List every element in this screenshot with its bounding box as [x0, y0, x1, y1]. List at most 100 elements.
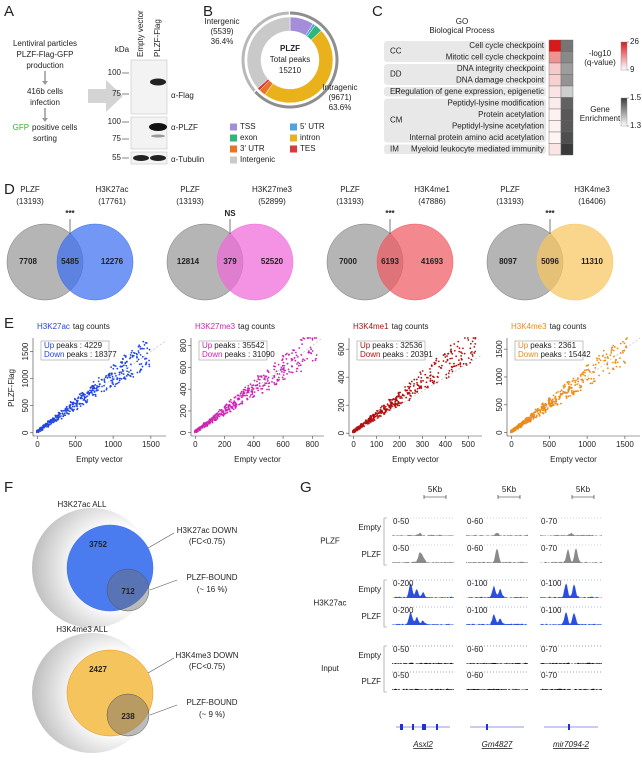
- scatter-dot: [126, 373, 129, 376]
- outer-value: 36.4%: [211, 37, 234, 46]
- go-category: IM: [390, 144, 399, 153]
- outer-value: 63.6%: [329, 103, 352, 112]
- flow-text: PLZF-Flag-GFP: [17, 50, 74, 59]
- legend-word: Down: [202, 350, 222, 359]
- track-range: 0-60: [467, 671, 484, 680]
- scatter-dot: [622, 360, 625, 363]
- scatter-dot: [283, 369, 285, 372]
- scatter-dot: [382, 404, 385, 407]
- legend-label: Intergenic: [240, 155, 275, 164]
- lane-label: PLZF-Flag: [153, 19, 162, 57]
- track-range: 0-60: [467, 645, 484, 654]
- legend-text: peaks : 4229: [56, 341, 102, 350]
- legend-box: [40, 340, 110, 361]
- leader-line: [149, 579, 178, 591]
- scatter-dot: [286, 352, 288, 355]
- scatter-dot: [69, 400, 72, 403]
- scatter-dot: [285, 358, 288, 360]
- set-down: [66, 649, 154, 737]
- scatter-dot: [103, 384, 105, 387]
- scatter-dot: [525, 417, 528, 419]
- scatter-dot: [234, 401, 237, 404]
- scatter-dot: [302, 358, 304, 361]
- gene-exon: [412, 724, 414, 730]
- scatter-dot: [257, 376, 260, 379]
- scatter-dot: [114, 383, 117, 386]
- scatter-dot: [97, 385, 100, 388]
- outer-ring: [254, 11, 339, 109]
- marker-label: 75: [112, 89, 121, 98]
- scatter-dot: [122, 358, 124, 361]
- y-tick-label: 400: [337, 370, 346, 384]
- scatter-dot: [408, 382, 411, 385]
- gene-exon: [422, 724, 426, 730]
- scatter-dot: [532, 412, 535, 414]
- scatter-dot: [64, 414, 67, 417]
- gene-exon: [568, 724, 570, 730]
- scatter-dot: [549, 402, 552, 405]
- heatmap-cell: [560, 131, 574, 144]
- scatter-dot: [148, 365, 151, 368]
- y-tick-label: 0: [337, 430, 346, 435]
- scatter-dot: [228, 408, 231, 411]
- scatter-dot: [589, 382, 592, 385]
- track-group: PLZF: [320, 537, 340, 546]
- scatter-dot: [82, 392, 85, 395]
- legend-entry: Up peaks : 2361: [518, 341, 577, 350]
- signal-track: [466, 662, 528, 664]
- scatter-dot: [260, 387, 263, 390]
- scatter-dot: [614, 361, 617, 364]
- venn-count: 6193: [381, 257, 399, 266]
- venn-count: 5096: [541, 257, 559, 266]
- scatter-dot: [86, 399, 89, 401]
- track-row: PLZF: [361, 550, 381, 559]
- heatmap-cell: [548, 143, 562, 156]
- scatter-dot: [358, 426, 361, 429]
- scatter-dot: [222, 412, 225, 415]
- scatter-dot: [108, 374, 111, 376]
- scatter-dot: [413, 378, 416, 381]
- scatter-dot: [431, 381, 434, 384]
- scatter-dot: [311, 338, 314, 341]
- legend-text: peaks : 32536: [372, 341, 423, 350]
- scatter-dot: [37, 430, 40, 433]
- scatter-dot: [548, 400, 550, 403]
- scatter-dot: [78, 393, 81, 396]
- scatter-dot: [608, 372, 611, 375]
- significance: ***: [545, 209, 555, 218]
- scatter-dot: [453, 365, 456, 368]
- track-row: PLZF: [361, 677, 381, 686]
- scatter-dot: [420, 376, 423, 379]
- scatter-dot: [105, 388, 108, 391]
- blot: [130, 59, 168, 115]
- go-term: Protein acetylation: [478, 110, 544, 119]
- scatter-dot: [565, 395, 568, 398]
- x-tick-label: 1500: [616, 440, 634, 449]
- scatter-dot: [381, 405, 383, 408]
- heatmap-cell: [548, 85, 562, 98]
- track-range: 0-100: [467, 606, 488, 615]
- scatter-dot: [457, 359, 460, 362]
- scatter-dot: [376, 414, 378, 417]
- scatter-dot: [560, 389, 563, 392]
- scatter-dot: [460, 354, 463, 357]
- scatter-dot: [449, 357, 452, 360]
- scatter-dot: [280, 366, 283, 369]
- scatter-dot: [590, 377, 593, 380]
- scatter-dot: [251, 393, 254, 396]
- scatter-dot: [531, 414, 534, 417]
- scatter-dot: [603, 359, 606, 362]
- signal-track: [466, 532, 528, 536]
- go-group: [384, 98, 546, 143]
- track-row: Empty: [358, 651, 381, 660]
- scatter-dot: [76, 408, 78, 411]
- scatter-dot: [601, 355, 604, 358]
- scatter-dot: [124, 362, 127, 365]
- scatter-dot: [247, 389, 250, 392]
- scatter-dot: [75, 399, 78, 402]
- scatter-dot: [278, 373, 281, 375]
- scatter-dot: [448, 369, 451, 372]
- y-tick-label: 800: [179, 338, 188, 352]
- legend-swatch: [230, 145, 237, 153]
- scatter-dot: [576, 378, 579, 381]
